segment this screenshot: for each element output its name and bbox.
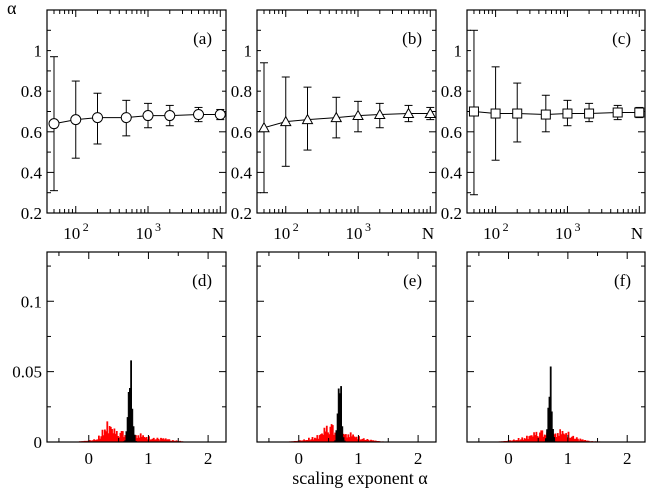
x-tick-label: 10 (136, 224, 153, 243)
series-line (263, 113, 431, 129)
y-tick-label: 0.6 (231, 123, 252, 142)
plot-frame (46, 251, 227, 443)
y-tick-label: 0.8 (21, 82, 42, 101)
x-tick-label-exponent: 2 (503, 220, 509, 234)
panel-label: (d) (192, 271, 212, 290)
y-tick-label: 0.05 (12, 363, 42, 382)
y-tick-label: 0 (34, 433, 43, 452)
y-tick-label: 0.4 (21, 163, 43, 182)
square-marker (468, 106, 479, 117)
x-tick-label-exponent: 3 (365, 220, 371, 234)
x-tick-label: 0 (504, 449, 513, 468)
y-tick-label: 0.8 (231, 82, 252, 101)
triangle-marker (373, 108, 386, 120)
square-marker (612, 107, 623, 118)
histogram-black (118, 360, 141, 443)
y-tick-label: 1 (34, 42, 43, 61)
x-tick-label-exponent: 3 (155, 220, 161, 234)
x-tick-label: 10 (346, 224, 363, 243)
y-tick-label: 1 (454, 42, 463, 61)
panel-label: (f) (614, 271, 631, 290)
circle-marker (48, 118, 60, 130)
x-axis-label: N (212, 224, 224, 243)
square-marker (540, 109, 551, 120)
y-tick-label: 1 (244, 42, 253, 61)
plot-frame (256, 251, 437, 443)
triangle-marker (424, 107, 437, 119)
y-tick-label: 0.8 (441, 82, 462, 101)
square-marker (490, 108, 501, 119)
y-tick-label: 0.2 (441, 204, 462, 223)
panel-label: (c) (612, 29, 631, 48)
x-tick-label: 1 (354, 449, 363, 468)
x-tick-label: 1 (144, 449, 153, 468)
panel-label: (e) (403, 271, 422, 290)
x-tick-label: 10 (555, 224, 572, 243)
triangle-marker (258, 121, 270, 133)
circle-marker (164, 110, 176, 122)
x-axis-label: N (631, 224, 643, 243)
circle-marker (193, 109, 205, 121)
panel-e: 0 1 2 (e) (256, 251, 437, 468)
y-tick-label: 0.6 (21, 123, 42, 142)
x-tick-label-exponent: 2 (293, 220, 299, 234)
y-tick-label: 0.2 (231, 204, 252, 223)
x-tick-label: 10 (63, 224, 80, 243)
panel-label: (a) (193, 29, 212, 48)
panel-d: 0 0.05 0.1 0 1 2 (d) (12, 251, 227, 468)
x-tick-label: 2 (414, 449, 423, 468)
x-tick-label-exponent: 3 (574, 220, 580, 234)
panel-label: (b) (402, 29, 422, 48)
y-tick-label: 0.2 (21, 204, 42, 223)
x-tick-label: 2 (204, 449, 213, 468)
triangle-marker (301, 113, 314, 125)
square-marker (512, 108, 523, 119)
square-marker (562, 108, 573, 119)
x-tick-label: 0 (295, 449, 304, 468)
y-tick-label: 0.1 (21, 292, 42, 311)
x-axis-label: N (422, 224, 434, 243)
circle-marker (142, 110, 154, 122)
triangle-marker (352, 109, 364, 121)
circle-marker (120, 112, 132, 124)
x-tick-label: 10 (483, 224, 500, 243)
circle-marker (92, 112, 104, 124)
x-tick-label: 1 (564, 449, 573, 468)
x-tick-label: 0 (85, 449, 94, 468)
y-axis-label: α (7, 0, 17, 18)
square-marker (634, 107, 645, 118)
square-marker (584, 108, 595, 119)
plot-frame (466, 251, 646, 443)
triangle-marker (279, 115, 292, 127)
circle-marker (70, 114, 82, 126)
x-tick-label: 2 (623, 449, 632, 468)
circle-marker (214, 109, 226, 121)
y-tick-label: 0.4 (441, 163, 463, 182)
x-tick-label-exponent: 2 (83, 220, 89, 234)
panel-f: 0 1 2 (f) (466, 251, 646, 468)
y-tick-label: 0.4 (231, 163, 253, 182)
x-tick-label: 10 (273, 224, 290, 243)
shared-x-axis-label: scaling exponent α (292, 468, 428, 488)
y-tick-label: 0.6 (441, 123, 462, 142)
triangle-marker (402, 107, 415, 119)
triangle-marker (330, 111, 343, 123)
